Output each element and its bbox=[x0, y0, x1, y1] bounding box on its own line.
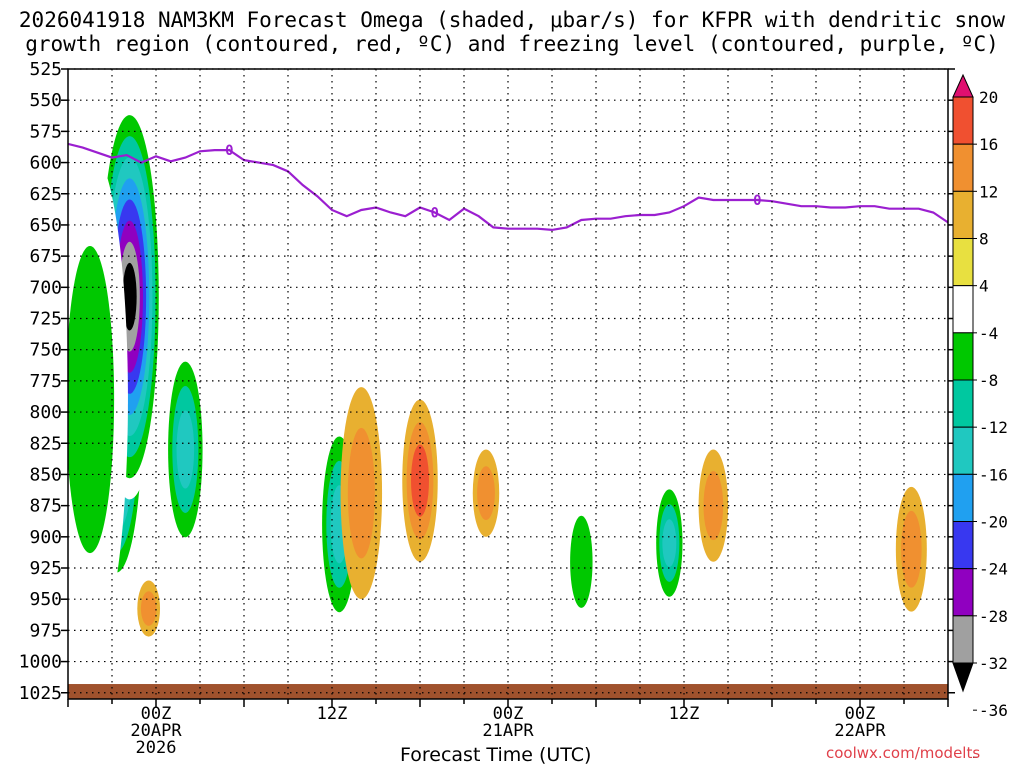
xtick-label-2: 00Z bbox=[493, 704, 524, 724]
colorbar-swatch-2 bbox=[952, 190, 974, 239]
omega-cell-5-0 bbox=[243, 75, 274, 188]
colorbar-swatch-7 bbox=[952, 426, 974, 475]
ytick-label-825: 825 bbox=[29, 433, 62, 454]
xtick-date-2: 21APR bbox=[482, 721, 534, 741]
colorbar: 20 16 12 8 4 -4 -8 -12 -16 -20 -24 -28 -32 -36 bbox=[952, 73, 1008, 758]
colorbar-label-2: 12 bbox=[979, 182, 998, 201]
ytick-label-975: 975 bbox=[29, 620, 62, 641]
colorbar-label-12: -32 bbox=[979, 654, 1008, 673]
omega-cell-7-1 bbox=[347, 427, 375, 559]
chart-title-line-2: growth region (contoured, red, ºC) and f… bbox=[25, 32, 999, 56]
colorbar-swatch-0 bbox=[952, 96, 974, 145]
colorbar-label-6: -8 bbox=[979, 371, 998, 390]
colorbar-label-13: -36 bbox=[979, 701, 1008, 720]
ytick-label-1000: 1000 bbox=[19, 652, 62, 673]
ytick-label-600: 600 bbox=[29, 153, 62, 174]
omega-cell-2-1 bbox=[68, 246, 115, 554]
ytick-label-725: 725 bbox=[29, 309, 62, 330]
ytick-label-650: 650 bbox=[29, 215, 62, 236]
y-axis-ticks: 525 550 575 600 625 650 675 700 725 750 775 800 825 8… bbox=[19, 59, 955, 704]
colorbar-label-5: -4 bbox=[979, 324, 998, 343]
xtick-label-3: 12Z bbox=[669, 704, 700, 724]
x-axis-label: Forecast Time (UTC) bbox=[400, 744, 592, 766]
omega-cell-13-1 bbox=[901, 510, 922, 588]
colorbar-swatch-11 bbox=[952, 615, 974, 664]
colorbar-swatch-10 bbox=[952, 568, 974, 617]
ytick-label-625: 625 bbox=[29, 184, 62, 205]
colorbar-swatch-1 bbox=[952, 143, 974, 192]
ytick-label-675: 675 bbox=[29, 246, 62, 267]
ytick-label-1025: 1025 bbox=[19, 683, 62, 704]
xtick-label-4: 00Z bbox=[845, 704, 876, 724]
colorbar-label-4: 4 bbox=[979, 277, 989, 296]
colorbar-swatch-6 bbox=[952, 379, 974, 428]
terrain-surface bbox=[68, 684, 948, 699]
omega-cell-4-3 bbox=[176, 410, 195, 489]
colorbar-bottom-arrow bbox=[952, 662, 974, 693]
ytick-label-850: 850 bbox=[29, 464, 62, 485]
ytick-label-925: 925 bbox=[29, 558, 62, 579]
colorbar-swatch-8 bbox=[952, 473, 974, 523]
ytick-label-800: 800 bbox=[29, 402, 62, 423]
freezing-level-line bbox=[68, 142, 948, 232]
ytick-label-900: 900 bbox=[29, 527, 62, 548]
colorbar-label-0: 20 bbox=[979, 88, 998, 107]
colorbar-top-arrow bbox=[952, 73, 974, 98]
ytick-label-775: 775 bbox=[29, 371, 62, 392]
freezing-level-label-1: 0 bbox=[430, 205, 438, 221]
omega-cell-9-1 bbox=[477, 466, 495, 521]
omega-cell-11-3 bbox=[662, 519, 677, 567]
freezing-level-label-2: 0 bbox=[753, 193, 761, 209]
colorbar-label-10: -24 bbox=[979, 560, 1008, 579]
xtick-date-0: 20APR bbox=[130, 721, 182, 741]
xtick-label-0: 00Z bbox=[141, 704, 172, 724]
omega-cell-1-8 bbox=[122, 262, 137, 331]
omega-cell-8-2 bbox=[411, 444, 429, 517]
colorbar-label-7: -12 bbox=[979, 418, 1008, 437]
colorbar-swatch-3 bbox=[952, 238, 974, 287]
colorbar-label-1: 16 bbox=[979, 135, 998, 154]
credit-link[interactable]: coolwx.com/modelts bbox=[826, 744, 981, 762]
ytick-label-700: 700 bbox=[29, 277, 62, 298]
colorbar-swatch-5 bbox=[952, 332, 974, 381]
ytick-label-950: 950 bbox=[29, 589, 62, 610]
chart-title-line-1: 2026041918 NAM3KM Forecast Omega (shaded… bbox=[18, 8, 1006, 32]
ytick-label-575: 575 bbox=[29, 121, 62, 142]
xtick-year-0: 2026 bbox=[136, 738, 177, 758]
ytick-label-750: 750 bbox=[29, 340, 62, 361]
colorbar-label-9: -20 bbox=[979, 513, 1008, 532]
omega-cell-10-1 bbox=[570, 515, 593, 608]
colorbar-label-11: -28 bbox=[979, 607, 1008, 626]
xtick-label-1: 12Z bbox=[317, 704, 348, 724]
ytick-label-525: 525 bbox=[29, 59, 62, 80]
colorbar-label-8: -16 bbox=[979, 465, 1008, 484]
freezing-level-label-0: 0 bbox=[225, 143, 233, 159]
colorbar-swatch-9 bbox=[952, 521, 974, 570]
xtick-date-4: 22APR bbox=[834, 721, 886, 741]
plot-area: 0 0 0 bbox=[68, 68, 948, 699]
colorbar-label-3: 8 bbox=[979, 230, 989, 249]
colorbar-swatch-4 bbox=[952, 285, 974, 334]
omega-cell-12-1 bbox=[703, 471, 724, 541]
shaded-field: 0 0 0 bbox=[68, 75, 948, 699]
ytick-label-875: 875 bbox=[29, 496, 62, 517]
omega-cell-3-1 bbox=[140, 591, 157, 626]
ytick-label-550: 550 bbox=[29, 90, 62, 111]
